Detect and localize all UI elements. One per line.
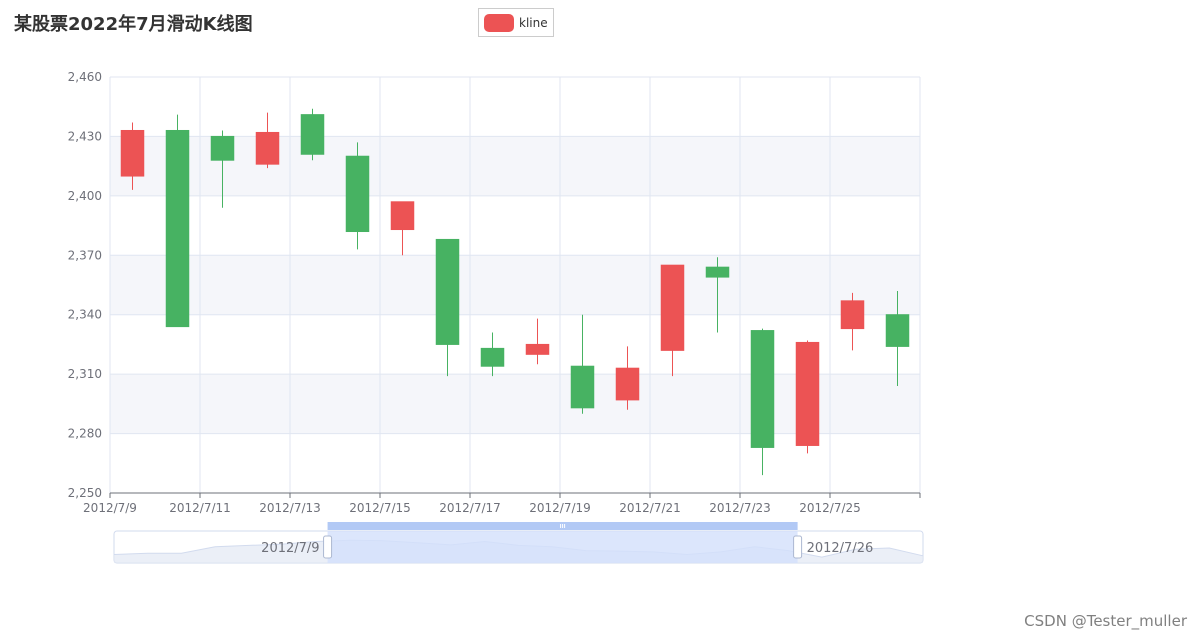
candle-body xyxy=(570,365,595,409)
candlestick[interactable] xyxy=(750,328,775,476)
y-tick-label: 2,340 xyxy=(68,308,102,322)
y-axis: 2,460 2,430 2,400 2,370 2,340 2,310 2,280 2,250 xyxy=(68,70,102,500)
y-tick-label: 2,460 xyxy=(68,70,102,84)
data-zoom-start-label: 2012/7/9 xyxy=(261,541,319,556)
split-area-band xyxy=(110,314,920,375)
candlestick[interactable] xyxy=(255,112,280,169)
candle-body xyxy=(255,131,280,165)
y-tick-label: 2,370 xyxy=(68,248,102,262)
candle-body xyxy=(615,367,640,401)
legend-item-kline[interactable]: kline xyxy=(478,8,554,37)
candle-body xyxy=(750,330,775,448)
x-tick-label: 2012/7/11 xyxy=(169,501,231,515)
split-area-band xyxy=(110,195,920,256)
candle-body xyxy=(840,300,865,330)
candlestick[interactable] xyxy=(795,340,820,454)
candlestick[interactable] xyxy=(435,238,460,377)
legend-label: kline xyxy=(519,15,548,30)
split-area-band xyxy=(110,255,920,315)
x-tick-label: 2012/7/19 xyxy=(529,501,591,515)
data-zoom-end-handle[interactable] xyxy=(793,535,803,559)
candlestick[interactable] xyxy=(660,264,685,377)
split-area-bands xyxy=(110,77,920,493)
y-tick-label: 2,310 xyxy=(68,367,102,381)
candle-body xyxy=(210,135,235,161)
candle-body xyxy=(435,238,460,345)
candle-body xyxy=(705,266,730,278)
candlestick[interactable] xyxy=(705,257,730,333)
x-tick-label: 2012/7/15 xyxy=(349,501,411,515)
watermark: CSDN @Tester_muller xyxy=(1024,612,1187,630)
candlestick[interactable] xyxy=(885,290,910,387)
candlestick[interactable] xyxy=(615,346,640,410)
candle-body xyxy=(795,341,820,446)
y-tick-label: 2,280 xyxy=(68,427,102,441)
candlestick-series xyxy=(120,108,910,476)
candlestick[interactable] xyxy=(165,114,190,328)
y-tick-label: 2,400 xyxy=(68,189,102,203)
candlestick[interactable] xyxy=(210,130,235,208)
x-tick-label: 2012/7/13 xyxy=(259,501,321,515)
candle-body xyxy=(480,347,505,367)
candle-body xyxy=(345,155,370,233)
candlestick[interactable] xyxy=(840,292,865,351)
legend-swatch xyxy=(484,13,514,32)
split-area-band xyxy=(110,374,920,434)
y-tick-label: 2,250 xyxy=(68,486,102,500)
candlestick[interactable] xyxy=(300,108,325,161)
data-zoom-window[interactable] xyxy=(327,531,798,563)
candle-body xyxy=(120,129,145,177)
candlestick[interactable] xyxy=(525,318,550,365)
x-tick-label: 2012/7/9 xyxy=(83,501,137,515)
candlestick[interactable] xyxy=(570,314,595,414)
candlestick[interactable] xyxy=(390,201,415,256)
candlestick[interactable] xyxy=(345,142,370,250)
split-area-band xyxy=(110,433,920,493)
split-area-band xyxy=(110,77,920,137)
candlestick[interactable] xyxy=(120,122,145,190)
data-zoom-start-handle[interactable] xyxy=(323,535,333,559)
candle-body xyxy=(885,314,910,347)
x-tick-label: 2012/7/23 xyxy=(709,501,771,515)
data-zoom-slider[interactable]: 2012/7/9 2012/7/26 xyxy=(113,522,924,564)
candle-body xyxy=(525,343,550,355)
candle-body xyxy=(300,114,325,155)
chart-title: 某股票2022年7月滑动K线图 xyxy=(14,14,253,35)
x-tick-label: 2012/7/21 xyxy=(619,501,681,515)
x-tick-label: 2012/7/25 xyxy=(799,501,861,515)
split-area-band xyxy=(110,136,920,196)
data-zoom-end-label: 2012/7/26 xyxy=(807,541,874,556)
candle-body xyxy=(165,129,190,328)
y-tick-label: 2,430 xyxy=(68,129,102,143)
candle-body xyxy=(390,201,415,231)
x-tick-label: 2012/7/17 xyxy=(439,501,501,515)
candlestick[interactable] xyxy=(480,332,505,377)
x-axis: 2012/7/9 2012/7/11 2012/7/13 2012/7/15 2012/… xyxy=(83,492,921,515)
candle-body xyxy=(660,264,685,351)
chart-canvas: 2,460 2,430 2,400 2,370 2,340 2,310 2,280 2,250… xyxy=(68,70,924,564)
